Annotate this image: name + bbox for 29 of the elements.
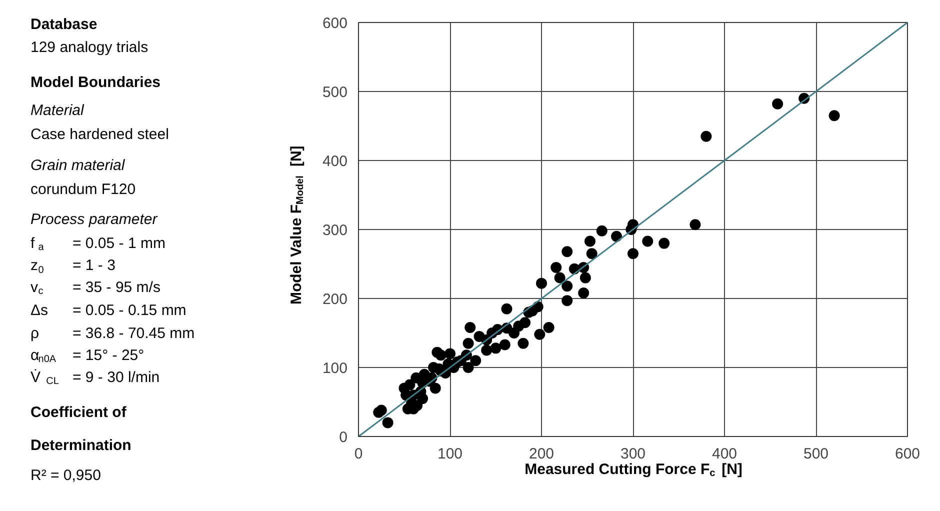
text: Material [30,102,85,119]
x-tick-label: 300 [620,446,646,462]
y-tick-label: 600 [322,15,348,32]
text: corundum F120 [30,181,136,198]
text: Case hardened steel [30,126,169,143]
text: V̇CL = 9 - 30 l/min [30,369,160,387]
text: Database [30,16,98,33]
text: Model Boundaries [30,74,161,91]
y-tick-label: 400 [322,153,348,170]
x-tick-label: 400 [712,446,738,462]
text: Δs = 0.05 - 0.15 mm [30,302,186,319]
x-tick-label: 600 [894,446,920,462]
y-tick-label: 200 [322,291,348,308]
x-tick-label: 0 [354,446,363,462]
x-tick-label: 200 [528,446,554,462]
text: ρ = 36.8 - 70.45 mm [30,325,195,342]
y-tick-label: 300 [322,222,348,239]
y-tick-label: 100 [322,360,348,377]
text: R² = 0,950 [30,467,101,484]
text: Process parameter [30,211,158,228]
y-tick-label: 0 [339,429,348,446]
y-tick-label: 500 [322,84,348,101]
x-tick-label: 100 [437,446,463,462]
x-tick-label: 500 [803,446,829,462]
y-axis-title: Model Value FModel [N] [288,146,306,305]
text: 129 analogy trials [30,39,148,56]
text: Determination [30,437,132,454]
text: Grain material [30,157,126,174]
text: Coefficient of [30,404,128,421]
